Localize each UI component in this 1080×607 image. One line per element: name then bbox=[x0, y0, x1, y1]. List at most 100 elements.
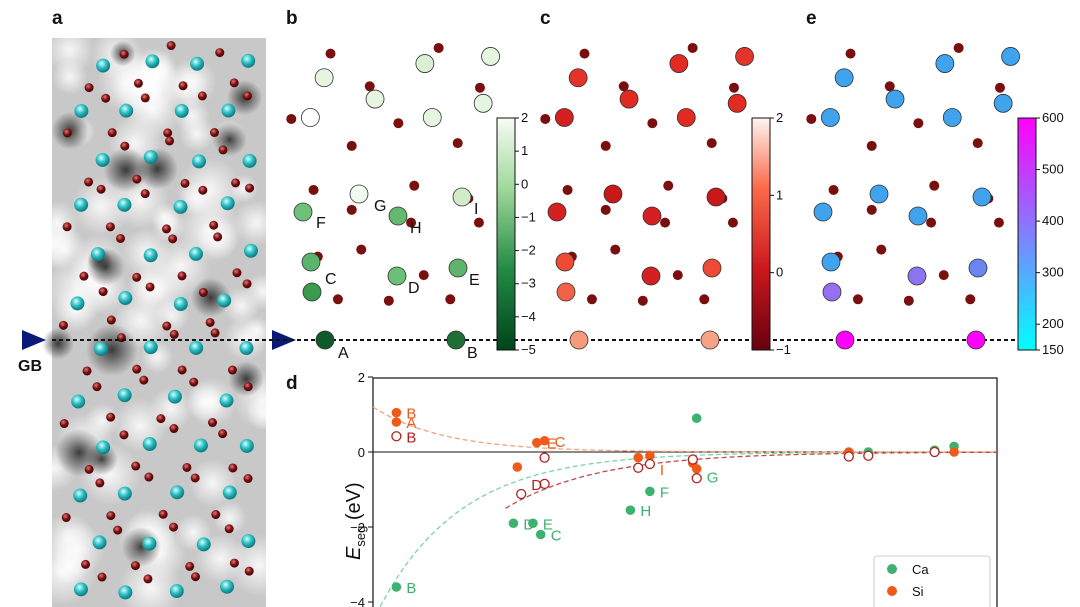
cation-site bbox=[735, 47, 754, 66]
point-ca bbox=[625, 505, 636, 515]
oxygen-site bbox=[452, 138, 463, 149]
oxygen-site bbox=[672, 270, 683, 281]
point-open bbox=[391, 431, 402, 442]
oxygen-site bbox=[699, 294, 710, 305]
cation-atom bbox=[220, 196, 235, 211]
cation-site bbox=[556, 282, 576, 302]
cation-atom bbox=[193, 438, 208, 453]
cation-site bbox=[834, 68, 854, 88]
point-ca bbox=[645, 486, 655, 497]
stem-bright-region bbox=[246, 395, 282, 430]
panel-e-atom-map bbox=[806, 42, 1020, 350]
cation-atom bbox=[94, 341, 109, 356]
oxygen-atom bbox=[132, 364, 142, 374]
oxygen-site bbox=[600, 140, 611, 151]
oxygen-atom bbox=[190, 572, 200, 582]
cation-site bbox=[813, 202, 833, 222]
stem-dark-region bbox=[55, 428, 104, 477]
oxygen-site bbox=[445, 294, 456, 305]
oxygen-atom bbox=[189, 377, 199, 387]
oxygen-atom bbox=[101, 93, 111, 103]
oxygen-atom bbox=[162, 224, 172, 234]
oxygen-atom bbox=[190, 473, 200, 483]
oxygen-site bbox=[364, 81, 375, 92]
oxygen-atom bbox=[232, 268, 242, 278]
oxygen-site bbox=[474, 82, 485, 93]
cation-atom bbox=[92, 535, 107, 550]
cation-site bbox=[907, 266, 927, 286]
data-points bbox=[391, 407, 959, 592]
cation-site bbox=[315, 330, 335, 350]
point-ca bbox=[391, 582, 402, 592]
point-si bbox=[691, 464, 702, 474]
oxygen-atom bbox=[166, 41, 176, 51]
oxygen-atom bbox=[96, 184, 106, 194]
cation-atom bbox=[192, 154, 207, 169]
y-axis-label-sub: seg bbox=[353, 526, 368, 547]
cation-atom bbox=[143, 248, 158, 263]
oxygen-site bbox=[903, 295, 914, 306]
colorbar-tick-label: 300 bbox=[1042, 265, 1064, 280]
cation-atom bbox=[174, 103, 189, 118]
point-label-si: A bbox=[406, 415, 416, 432]
oxygen-atom bbox=[156, 414, 166, 424]
cation-atom bbox=[118, 585, 133, 600]
oxygen-atom bbox=[140, 93, 150, 103]
cation-atom bbox=[74, 197, 89, 212]
colorbar-tick-label: 600 bbox=[1042, 110, 1064, 125]
site-label-d: D bbox=[408, 280, 420, 297]
oxygen-site bbox=[876, 244, 887, 255]
cation-site bbox=[820, 108, 840, 127]
oxygen-atom bbox=[119, 430, 129, 440]
point-open bbox=[691, 473, 702, 484]
oxygen-atom bbox=[115, 233, 125, 243]
oxygen-atom bbox=[242, 91, 252, 101]
oxygen-atom bbox=[132, 272, 142, 282]
oxygen-atom bbox=[158, 509, 168, 519]
cation-site bbox=[300, 108, 320, 127]
oxygen-atom bbox=[207, 418, 217, 428]
cation-site bbox=[301, 252, 321, 272]
legend: Ca Si bbox=[873, 555, 991, 607]
oxygen-atom bbox=[79, 271, 89, 281]
legend-marker-ca bbox=[887, 564, 897, 574]
fit-curves bbox=[372, 406, 997, 607]
cation-site bbox=[706, 187, 726, 207]
colorbar-b-gradient bbox=[496, 117, 516, 351]
cation-site bbox=[908, 206, 928, 226]
oxygen-atom bbox=[169, 329, 179, 339]
cation-site bbox=[555, 252, 575, 272]
colorbar-tick-label: 150 bbox=[1042, 342, 1064, 357]
point-label-ca: G bbox=[707, 469, 719, 486]
cation-atom bbox=[96, 440, 111, 455]
oxygen-atom bbox=[59, 419, 69, 429]
oxygen-atom bbox=[58, 320, 68, 330]
point-open bbox=[539, 478, 550, 490]
point-open bbox=[516, 488, 527, 500]
oxygen-site bbox=[383, 295, 394, 306]
stem-bright-region bbox=[50, 522, 105, 577]
cation-atom bbox=[74, 103, 89, 118]
point-si bbox=[391, 407, 402, 418]
oxygen-atom bbox=[231, 178, 241, 188]
oxygen-atom bbox=[243, 382, 253, 392]
oxygen-site bbox=[706, 138, 717, 149]
cation-site bbox=[365, 89, 385, 109]
oxygen-site bbox=[586, 294, 597, 305]
cation-atom bbox=[143, 150, 158, 165]
oxygen-atom bbox=[182, 462, 192, 472]
oxygen-atom bbox=[84, 177, 94, 187]
cation-site bbox=[968, 258, 988, 278]
oxygen-site bbox=[929, 180, 940, 191]
cation-site bbox=[448, 258, 468, 278]
oxygen-site bbox=[965, 294, 976, 305]
oxygen-atom bbox=[229, 558, 239, 568]
oxygen-atom bbox=[119, 49, 129, 59]
stem-bright-region bbox=[71, 176, 132, 237]
cation-site bbox=[473, 93, 493, 113]
panel-b-atom-map bbox=[286, 42, 500, 350]
oxygen-atom bbox=[197, 91, 207, 101]
stem-bright-region bbox=[186, 382, 225, 422]
